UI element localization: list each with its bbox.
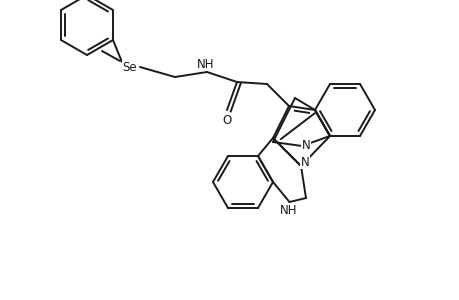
Text: N: N xyxy=(301,140,310,152)
Text: N: N xyxy=(300,155,309,169)
Text: NH: NH xyxy=(197,58,214,70)
Text: Se: Se xyxy=(123,61,137,74)
Text: NH: NH xyxy=(279,203,297,217)
Text: O: O xyxy=(222,113,231,127)
